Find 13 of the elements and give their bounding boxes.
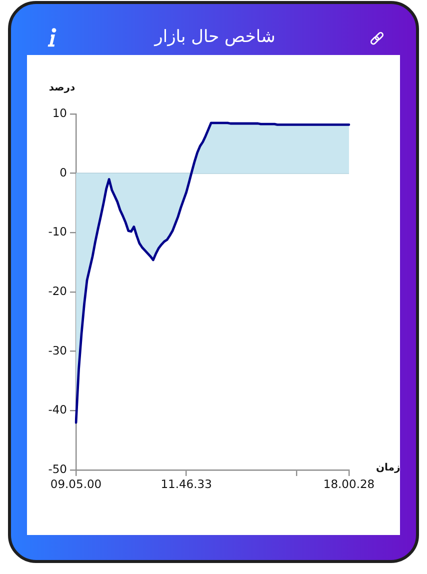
x-tick-label: 18.00.28 [323, 476, 375, 491]
chart-title: شاخص حال بازار [152, 26, 276, 49]
x-tick-label: 11.46.33 [160, 476, 212, 491]
x-tick-label: 09.05.00 [50, 476, 102, 491]
y-tick-label: -40 [48, 402, 67, 417]
x-axis-title: زمان [376, 462, 400, 474]
y-tick-label: 10 [52, 106, 67, 120]
y-tick-label: -20 [48, 284, 67, 298]
y-tick-label: -50 [48, 462, 67, 476]
y-axis-title: درصد [48, 82, 76, 94]
y-tick-label: 0 [60, 165, 67, 180]
y-tick-label: -10 [48, 224, 67, 239]
y-tick-label: -30 [48, 343, 67, 358]
